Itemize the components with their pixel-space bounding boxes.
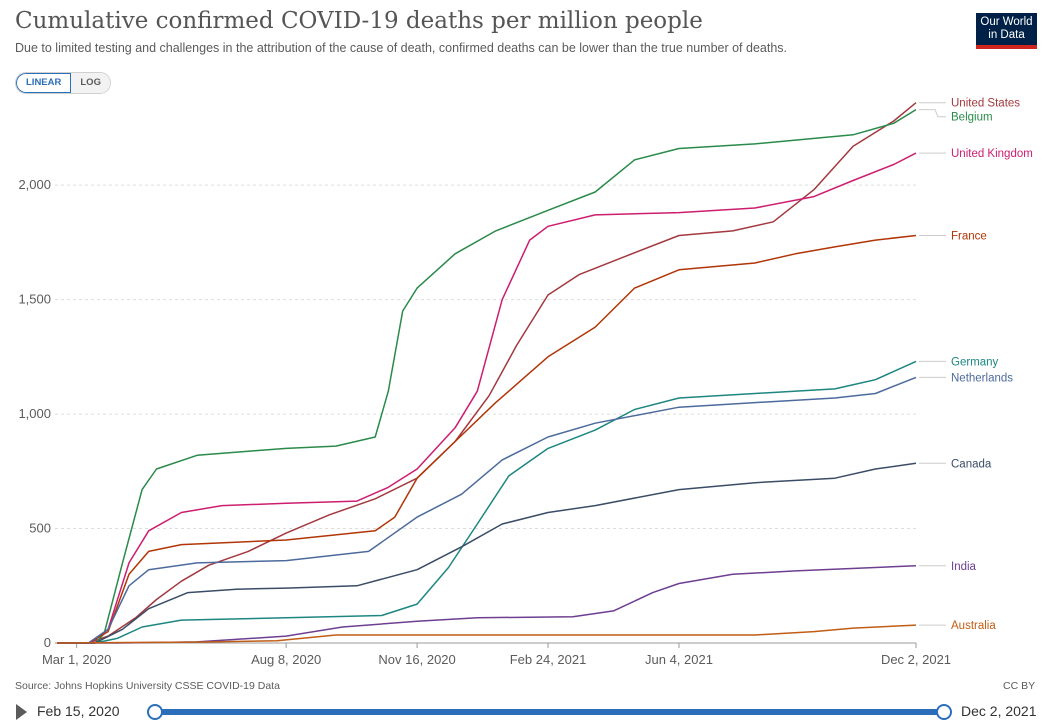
series-line-germany bbox=[57, 360, 917, 644]
series-line-belgium bbox=[57, 108, 917, 644]
legend-label-belgium: Belgium bbox=[951, 112, 993, 124]
series-line-canada bbox=[57, 462, 917, 644]
logo-line-1: Our World bbox=[980, 16, 1033, 28]
y-tick-label: 1,500 bbox=[18, 292, 51, 307]
y-tick-label: 500 bbox=[29, 521, 51, 536]
x-tick-label: Feb 24, 2021 bbox=[510, 652, 587, 667]
timeline-start-handle[interactable] bbox=[147, 704, 163, 720]
legend-label-canada: Canada bbox=[951, 458, 992, 470]
legend-label-india: India bbox=[951, 561, 977, 573]
series-line-united-kingdom bbox=[57, 152, 917, 644]
license-link[interactable]: CC BY bbox=[1003, 680, 1036, 692]
legend-label-france: France bbox=[951, 230, 987, 242]
legend-label-australia: Australia bbox=[951, 620, 996, 632]
source-note[interactable]: Source: Johns Hopkins University CSSE CO… bbox=[15, 680, 280, 692]
x-tick-label: Dec 2, 2021 bbox=[881, 652, 951, 667]
timeline-end-handle[interactable] bbox=[936, 704, 952, 720]
timeline-end-label: Dec 2, 2021 bbox=[961, 703, 1037, 719]
timeline-start-label: Feb 15, 2020 bbox=[37, 703, 120, 719]
chart-title: Cumulative confirmed COVID-19 deaths per… bbox=[15, 8, 703, 34]
y-tick-label: 2,000 bbox=[18, 177, 51, 192]
series-line-india bbox=[57, 565, 917, 644]
legend-label-united-kingdom: United Kingdom bbox=[951, 148, 1033, 160]
scale-toggle: LINEAR LOG bbox=[15, 72, 111, 94]
series-line-united-states bbox=[57, 102, 917, 644]
legend-label-netherlands: Netherlands bbox=[951, 372, 1013, 384]
legend-leader-belgium bbox=[919, 109, 946, 118]
timeline-track[interactable] bbox=[153, 709, 943, 715]
y-tick-label: 1,000 bbox=[18, 406, 51, 421]
y-tick-label: 0 bbox=[44, 635, 51, 650]
linear-scale-button[interactable]: LINEAR bbox=[16, 73, 72, 93]
legend-label-germany: Germany bbox=[951, 356, 999, 368]
x-tick-label: Nov 16, 2020 bbox=[378, 652, 455, 667]
logo-line-2: in Data bbox=[988, 29, 1025, 41]
series-line-australia bbox=[56, 624, 917, 644]
owid-logo[interactable]: Our World in Data bbox=[976, 13, 1037, 49]
logo-accent-bar bbox=[976, 45, 1037, 49]
x-tick-label: Jun 4, 2021 bbox=[645, 652, 713, 667]
play-icon[interactable] bbox=[16, 704, 27, 720]
timeline: Feb 15, 2020 Dec 2, 2021 bbox=[0, 700, 1051, 726]
x-tick-label: Aug 8, 2020 bbox=[251, 652, 321, 667]
log-scale-button[interactable]: LOG bbox=[71, 73, 110, 93]
series-line-france bbox=[57, 234, 917, 644]
legend-label-united-states: United States bbox=[951, 98, 1020, 110]
series-line-netherlands bbox=[57, 376, 917, 644]
chart-subtitle: Due to limited testing and challenges in… bbox=[15, 41, 788, 55]
x-tick-label: Mar 1, 2020 bbox=[42, 652, 111, 667]
